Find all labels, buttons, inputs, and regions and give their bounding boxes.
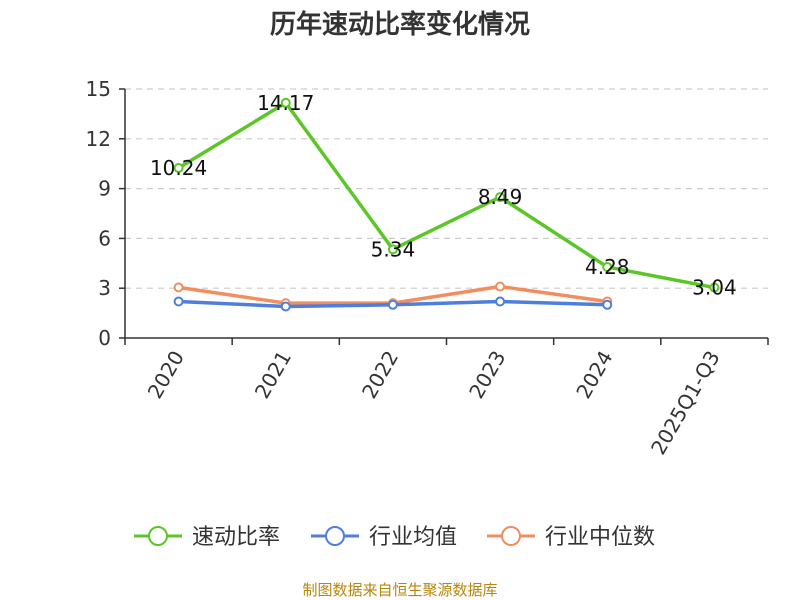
data-label-2024: 4.28 <box>585 255 630 279</box>
point-行业中位数-2020 <box>173 282 184 293</box>
series-行业均值 <box>173 296 613 312</box>
x-tick-label-2024: 2024 <box>571 347 617 403</box>
data-label-2023: 8.49 <box>478 185 523 209</box>
y-tick-label-15: 15 <box>86 77 111 101</box>
x-tick-label-2020: 2020 <box>143 347 189 403</box>
y-tick-label-9: 9 <box>98 177 111 201</box>
legend-label: 行业均值 <box>369 525 457 550</box>
data-label-2021: 14.17 <box>257 91 314 115</box>
point-速动比率-2024 <box>602 261 613 272</box>
point-速动比率-2023 <box>495 192 506 203</box>
legend-item-行业中位数: 行业中位数 <box>487 525 655 550</box>
y-tick-label-3: 3 <box>98 276 111 300</box>
legend-item-行业均值: 行业均值 <box>311 525 457 550</box>
data-label-2025Q1-Q3: 3.04 <box>692 276 737 300</box>
x-tick-label-2025Q1-Q3: 2025Q1-Q3 <box>646 347 725 459</box>
point-速动比率-2022 <box>387 244 398 255</box>
grid-lines <box>125 88 768 289</box>
series-line-速动比率 <box>177 101 715 290</box>
point-速动比率-2025Q1-Q3 <box>709 282 720 293</box>
legend: 速动比率 行业均值 行业中位数 <box>134 525 655 550</box>
legend-swatch-marker <box>325 526 345 546</box>
y-tick-label-12: 12 <box>86 127 111 151</box>
point-速动比率-2021 <box>280 97 291 108</box>
point-行业均值-2023 <box>495 296 506 307</box>
point-行业中位数-2023 <box>495 281 506 292</box>
legend-item-速动比率: 速动比率 <box>134 525 280 550</box>
legend-swatch-marker <box>148 526 168 546</box>
point-行业均值-2024 <box>602 299 613 310</box>
axes: 0 3 6 9 12 15 2020 2021 2022 2023 2024 2025Q1-Q3 <box>86 77 769 459</box>
y-tick-label-6: 6 <box>98 226 111 250</box>
y-tick-label-0: 0 <box>98 326 111 350</box>
point-行业均值-2020 <box>173 296 184 307</box>
series-速动比率 <box>173 97 720 293</box>
legend-label: 速动比率 <box>192 525 280 550</box>
data-labels: 10.24 14.17 5.34 8.49 4.28 3.04 <box>150 91 737 300</box>
x-tick-label-2022: 2022 <box>357 347 403 403</box>
point-行业均值-2021 <box>280 301 291 312</box>
data-label-2022: 5.34 <box>371 237 416 261</box>
data-label-2020: 10.24 <box>150 156 207 180</box>
point-行业均值-2022 <box>387 299 398 310</box>
chart-title: 历年速动比率变化情况 <box>270 9 530 40</box>
source-note: 制图数据来自恒生聚源数据库 <box>302 581 497 599</box>
series-layer <box>173 97 720 312</box>
point-速动比率-2020 <box>173 163 184 174</box>
legend-swatch-marker <box>501 526 521 546</box>
x-tick-label-2021: 2021 <box>250 347 296 403</box>
x-tick-label-2023: 2023 <box>464 347 510 403</box>
legend-label: 行业中位数 <box>545 525 655 550</box>
